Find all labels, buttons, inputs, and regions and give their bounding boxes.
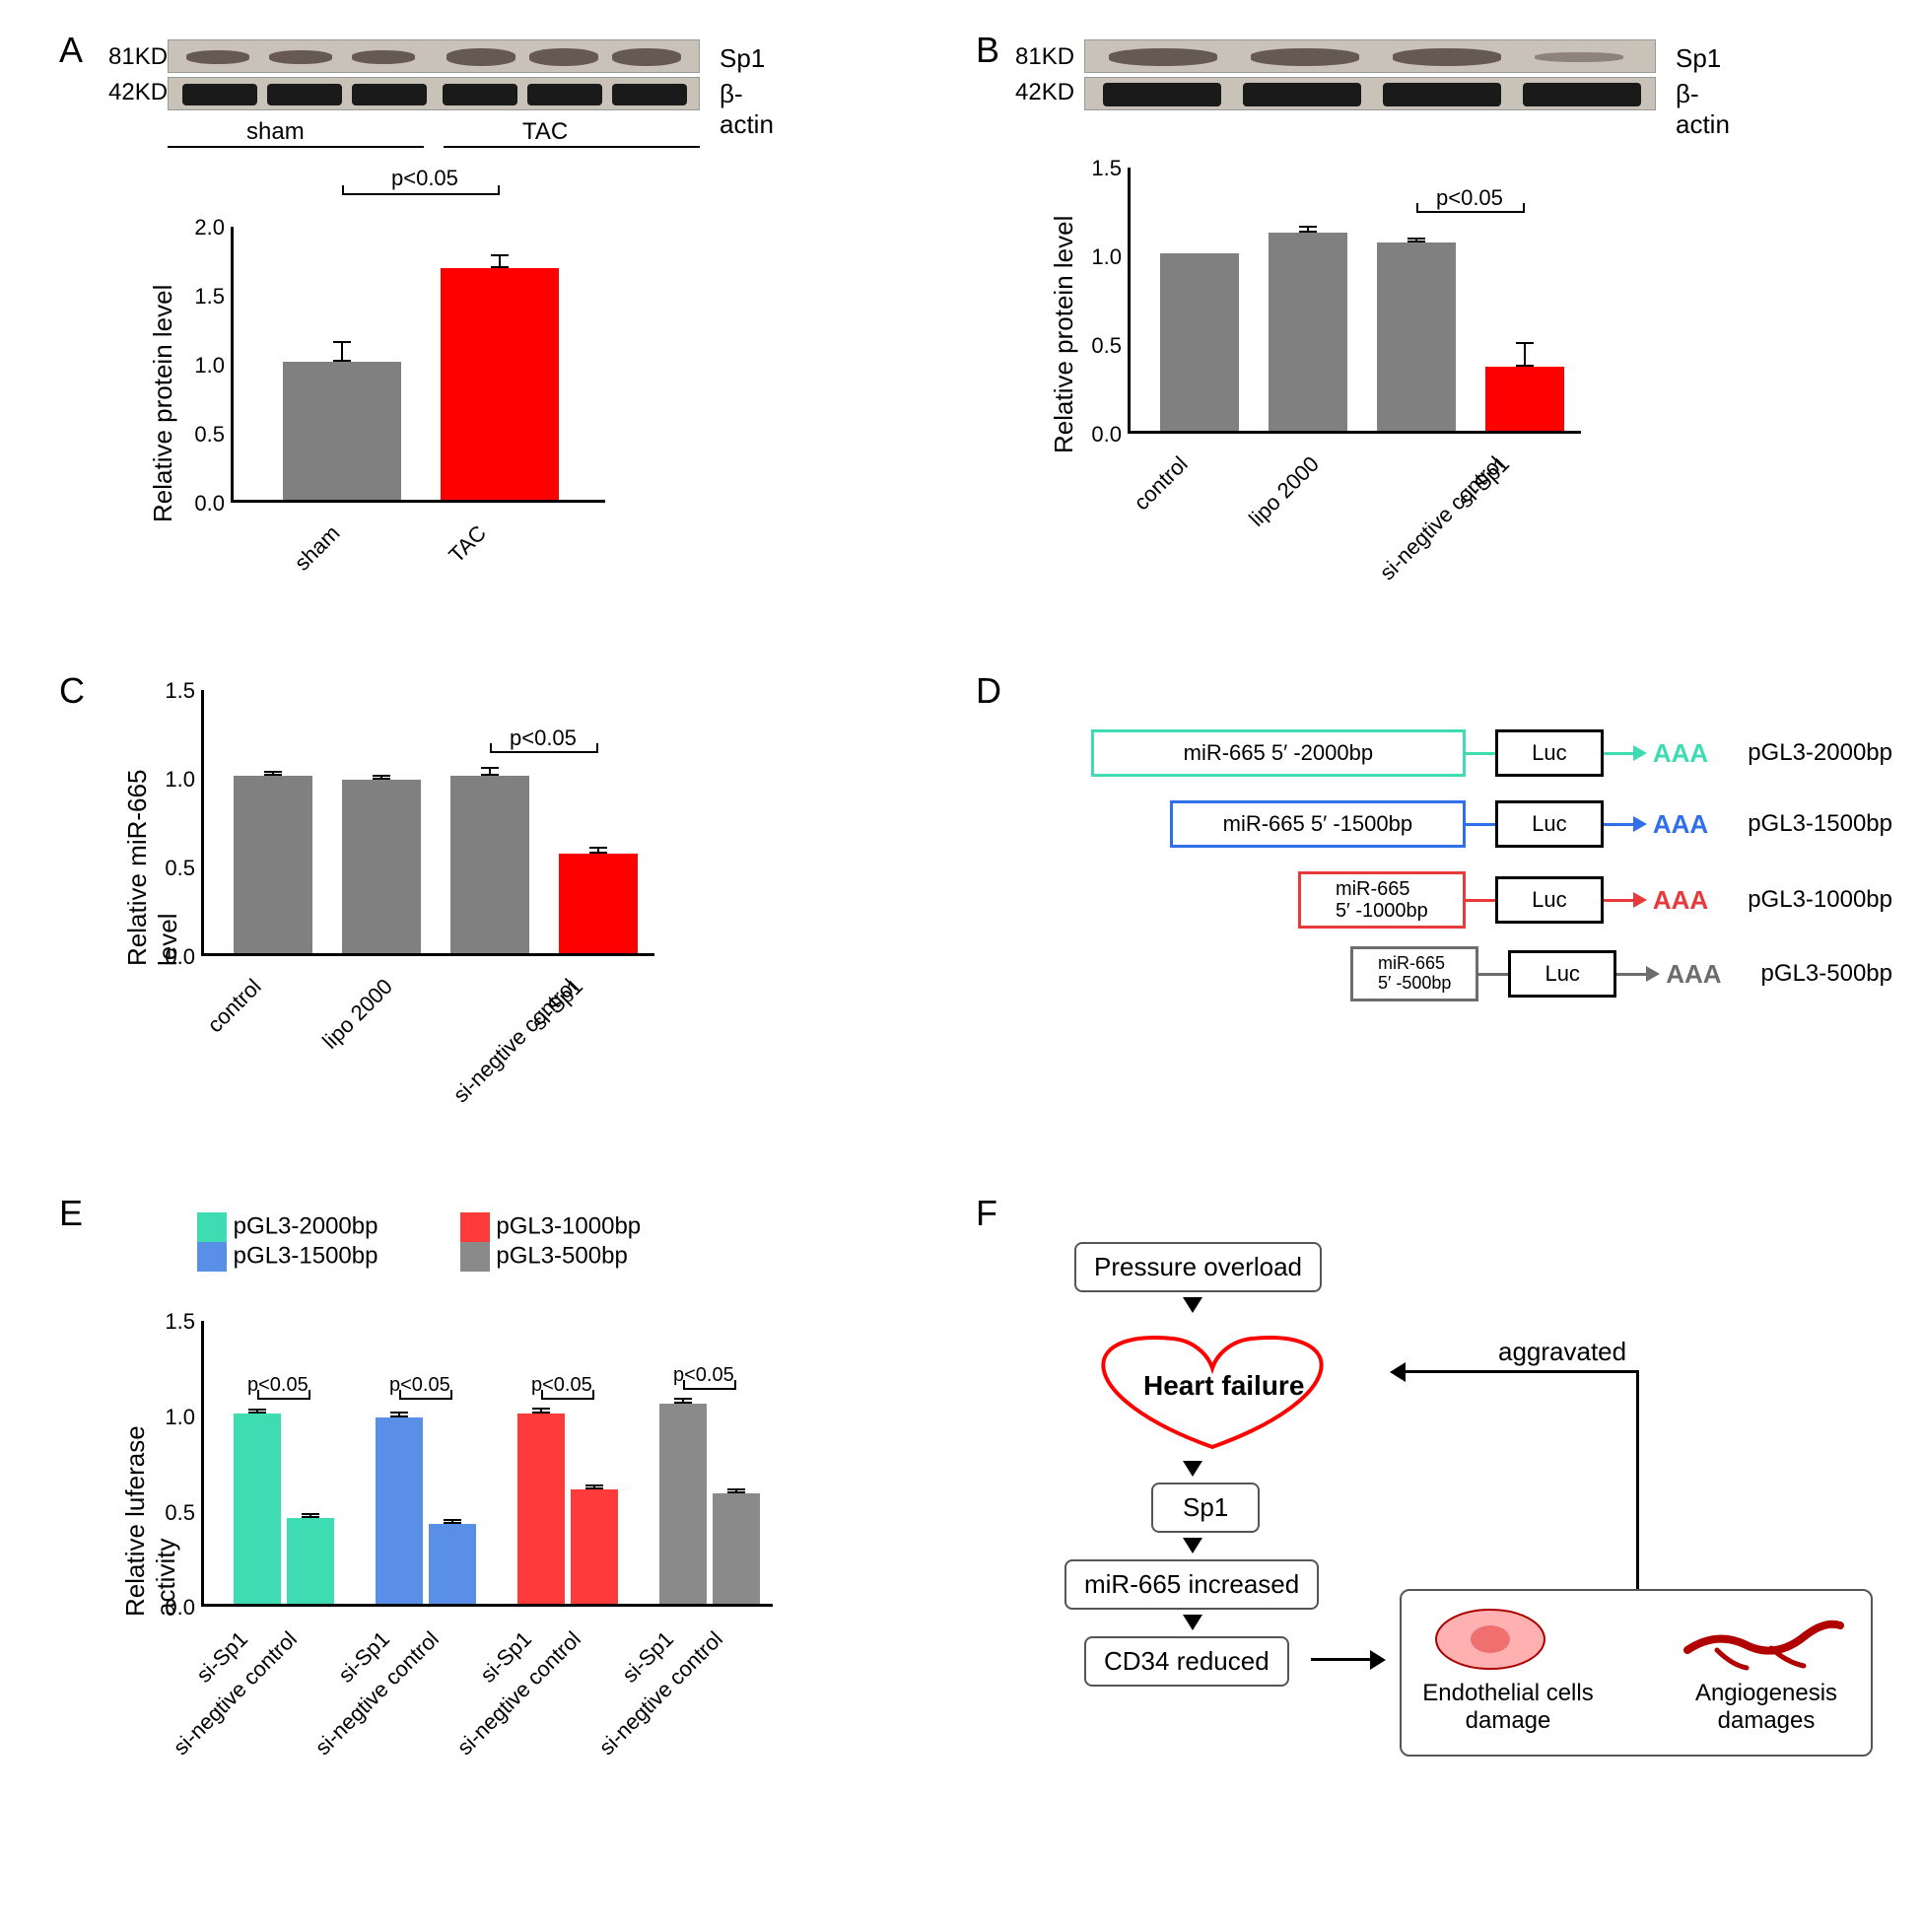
panel-label-F: F (976, 1193, 997, 1234)
ylabel-B: Relative protein level (1049, 197, 1079, 453)
ytick: 1.0 (146, 1405, 195, 1430)
mw-label-42: 42KD (1015, 79, 1074, 106)
arrow-down-icon (1183, 1538, 1202, 1553)
arrow-icon (1633, 816, 1647, 832)
ytick: 0.5 (146, 1500, 195, 1526)
construct-segment: miR-665 5′ -1000bp (1298, 871, 1466, 929)
xlabel: sham (290, 520, 345, 576)
construct-name: pGL3-1500bp (1748, 810, 1892, 838)
arrow-right-icon (1370, 1650, 1386, 1670)
legend-label: pGL3-500bp (496, 1242, 627, 1269)
legend-label: pGL3-1500bp (234, 1242, 378, 1269)
western-blot-B: 81KD 42KD Sp1 β-actin (1084, 39, 1656, 110)
panel-label-C: C (59, 670, 85, 712)
xlabel: TAC (444, 520, 491, 568)
arrow-left-icon (1390, 1362, 1406, 1382)
panel-label-E: E (59, 1193, 83, 1234)
ytick: 1.0 (146, 767, 195, 793)
ytick: 0.0 (1072, 422, 1122, 448)
ytick: 1.5 (1072, 156, 1122, 181)
construct-segment: miR-665 5′ -2000bp (1091, 729, 1466, 777)
luc-box: Luc (1495, 800, 1604, 848)
polyA: AAA (1653, 738, 1708, 769)
lane-tac: TAC (522, 118, 568, 146)
node-sp1: Sp1 (1151, 1483, 1260, 1533)
cell-icon (1431, 1605, 1549, 1674)
ytick: 0.5 (146, 856, 195, 881)
arrow-down-icon (1183, 1615, 1202, 1630)
vessel-icon (1678, 1601, 1845, 1676)
construct-name: pGL3-1000bp (1748, 886, 1892, 914)
sig-label: p<0.05 (247, 1374, 309, 1397)
label-bactin: β-actin (720, 79, 774, 140)
label-sp1: Sp1 (1676, 43, 1721, 74)
sig-label: p<0.05 (531, 1374, 592, 1397)
construct-segment: miR-665 5′ -500bp (1350, 946, 1478, 1001)
construct-segment: miR-665 5′ -1500bp (1170, 800, 1466, 848)
sig-label: p<0.05 (1436, 185, 1503, 211)
sig-label: p<0.05 (391, 166, 458, 191)
xlabel: lipo 2000 (317, 974, 398, 1055)
arrow-down-icon (1183, 1461, 1202, 1477)
ytick: 1.0 (1072, 244, 1122, 270)
luc-box: Luc (1495, 729, 1604, 777)
western-blot-A: 81KD 42KD Sp1 β-actin sham TAC (168, 39, 700, 110)
panel-label-B: B (976, 30, 999, 71)
arrow-icon (1633, 745, 1647, 761)
lane-sham: sham (246, 118, 305, 146)
luc-box: Luc (1495, 876, 1604, 924)
arrow-icon (1633, 892, 1647, 908)
ytick: 0.5 (175, 422, 225, 448)
node-heart-failure: Heart failure (1143, 1370, 1304, 1402)
sig-label: p<0.05 (389, 1374, 450, 1397)
ylabel-C: Relative miR-665 level (122, 710, 183, 966)
arrow-icon (1646, 966, 1660, 982)
label-sp1: Sp1 (720, 43, 765, 74)
polyA: AAA (1666, 959, 1721, 990)
construct-name: pGL3-500bp (1761, 960, 1892, 988)
edge-label-aggravated: aggravated (1498, 1337, 1626, 1367)
polyA: AAA (1653, 809, 1708, 840)
ytick: 1.0 (175, 353, 225, 379)
sig-label: p<0.05 (673, 1364, 734, 1387)
xlabel: lipo 2000 (1244, 451, 1325, 532)
mw-label-81: 81KD (108, 43, 168, 71)
luc-box: Luc (1508, 950, 1616, 998)
ylabel-E: Relative luferase activity (120, 1341, 181, 1617)
label-bactin: β-actin (1676, 79, 1730, 140)
node-mir665: miR-665 increased (1064, 1559, 1319, 1610)
sig-label: p<0.05 (510, 725, 577, 751)
ytick: 1.5 (175, 284, 225, 310)
ytick: 0.0 (146, 944, 195, 970)
ytick: 1.5 (146, 1309, 195, 1335)
node-endothelial: Endothelial cells damage (1409, 1680, 1607, 1735)
node-cd34: CD34 reduced (1084, 1636, 1289, 1687)
ytick: 0.0 (175, 491, 225, 517)
xlabel: control (1129, 451, 1193, 516)
mw-label-42: 42KD (108, 79, 168, 106)
panel-label-D: D (976, 670, 1001, 712)
legend-E: pGL3-2000bp pGL3-1000bp pGL3-1500bp pGL3… (197, 1212, 717, 1272)
arrow-down-icon (1183, 1297, 1202, 1313)
node-angiogenesis: Angiogenesis damages (1668, 1680, 1865, 1735)
ytick: 0.0 (146, 1595, 195, 1621)
xlabel: control (202, 974, 266, 1038)
mw-label-81: 81KD (1015, 43, 1074, 71)
legend-label: pGL3-2000bp (234, 1212, 378, 1239)
construct-name: pGL3-2000bp (1748, 739, 1892, 767)
ytick: 2.0 (175, 215, 225, 241)
ytick: 1.5 (146, 678, 195, 704)
legend-label: pGL3-1000bp (496, 1212, 641, 1239)
ylabel-A: Relative protein level (148, 266, 178, 522)
panel-label-A: A (59, 30, 83, 71)
node-pressure: Pressure overload (1074, 1242, 1322, 1292)
ytick: 0.5 (1072, 333, 1122, 359)
polyA: AAA (1653, 885, 1708, 916)
